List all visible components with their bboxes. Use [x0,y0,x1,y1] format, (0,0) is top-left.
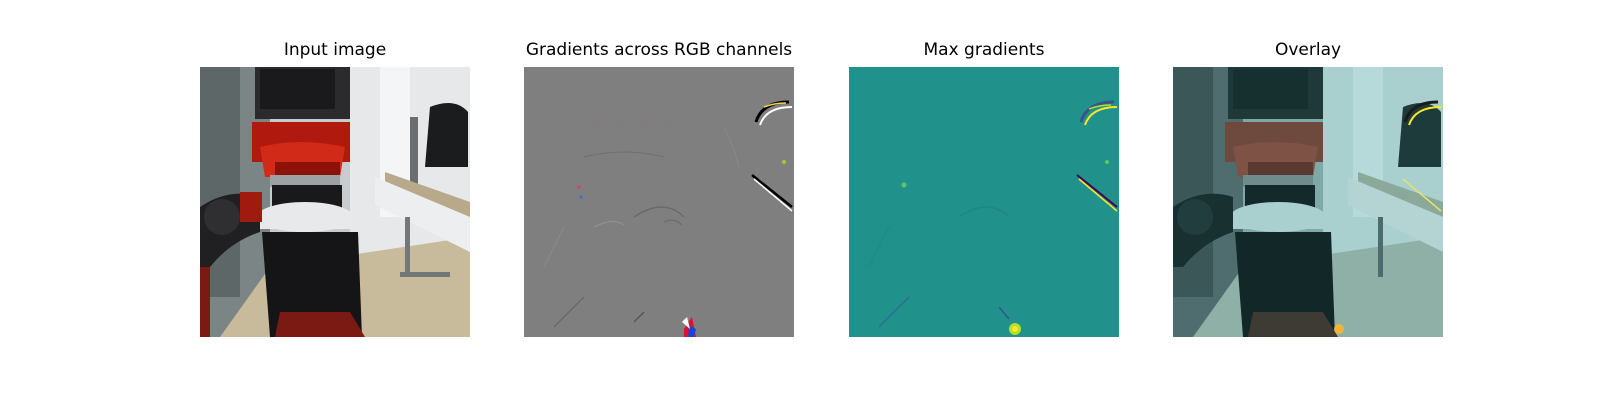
panel-title: Max gradients [923,40,1045,60]
overlay-image [1173,67,1443,337]
rgb-gradients-image [524,67,794,337]
panel-title: Overlay [1274,40,1342,60]
max-gradients-image [849,67,1119,337]
panel-title: Gradients across RGB channels [525,40,793,60]
panel-title: Input image [283,40,387,60]
input-image [200,67,470,337]
